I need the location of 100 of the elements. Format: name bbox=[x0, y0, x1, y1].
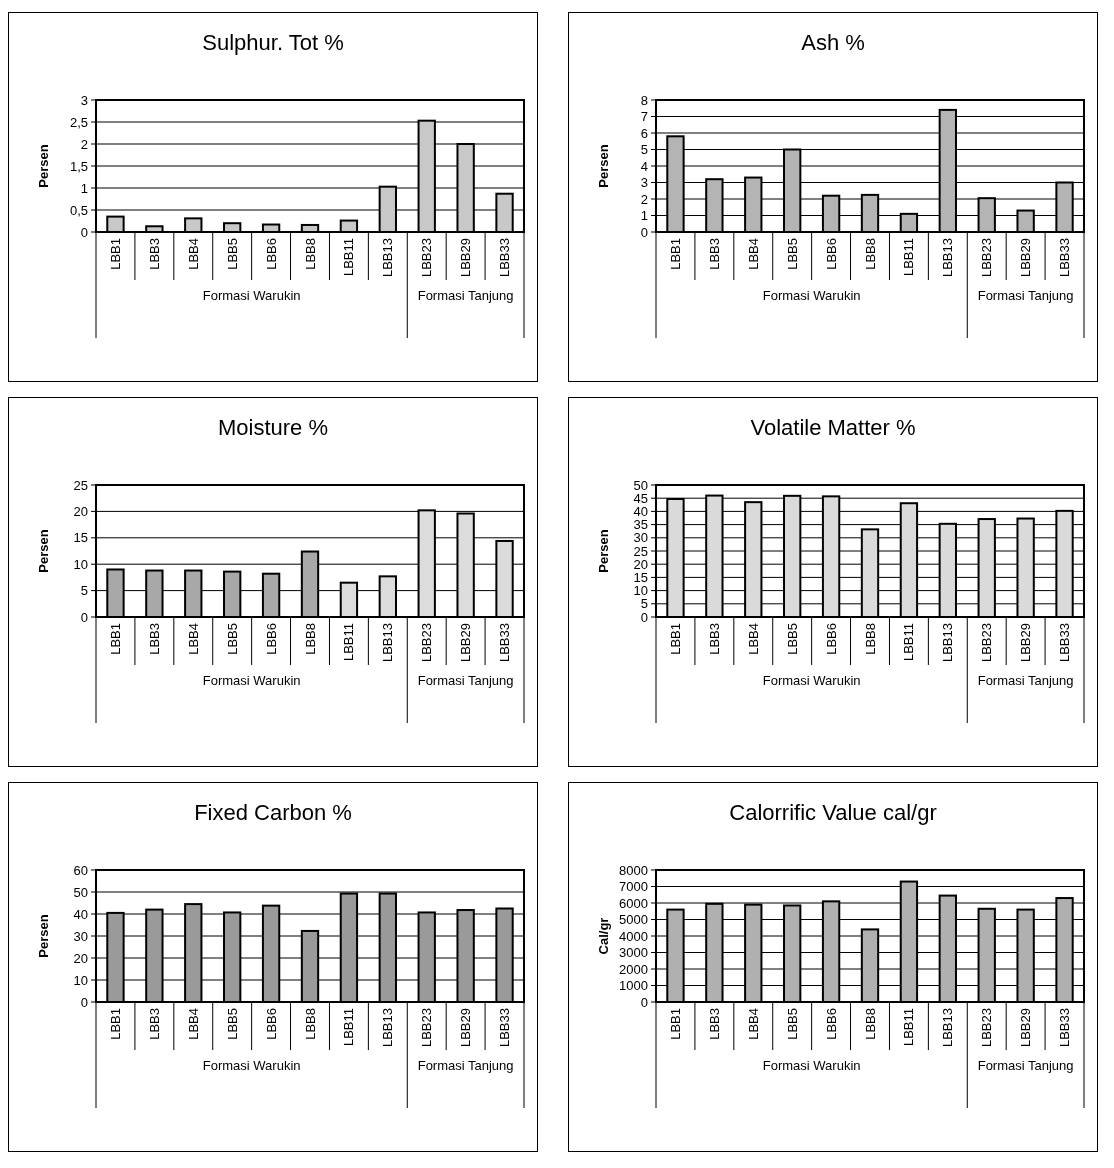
x-tick-label: LBB11 bbox=[901, 623, 917, 662]
y-tick-label: 2,5 bbox=[69, 114, 88, 130]
y-tick-label: 2000 bbox=[619, 961, 648, 977]
text: Formasi Warukin bbox=[202, 673, 301, 688]
x-tick-label: LBB5 bbox=[784, 623, 800, 655]
x-tick-label: LBB8 bbox=[302, 623, 318, 655]
x-tick-label: LBB1 bbox=[108, 238, 123, 270]
x-tick-label: LBB33 bbox=[497, 1008, 513, 1048]
y-tick-label: 1,5 bbox=[69, 158, 88, 174]
x-tick-label: LBB6 bbox=[823, 238, 839, 270]
x-tick-label: LBB4 bbox=[745, 623, 761, 655]
x-tick-label: LBB6 bbox=[823, 1008, 839, 1040]
x-tick-label: LBB6 bbox=[263, 238, 279, 270]
text: Formasi Warukin bbox=[762, 1058, 861, 1073]
y-tick-label: 1 bbox=[640, 208, 648, 224]
x-tick-label: LBB33 bbox=[1057, 623, 1073, 663]
y-tick-label: 0 bbox=[80, 609, 88, 625]
x-tick-label: LBB11 bbox=[901, 238, 917, 277]
x-tick-label: LBB13 bbox=[380, 623, 396, 663]
y-tick-label: 10 bbox=[73, 556, 88, 572]
x-tick-label: LBB23 bbox=[419, 623, 435, 663]
text: Formasi Warukin bbox=[762, 673, 861, 688]
y-tick-label: 3 bbox=[640, 175, 648, 191]
x-tick-label: LBB3 bbox=[706, 238, 722, 270]
x-tick-label: LBB33 bbox=[497, 238, 513, 278]
y-tick-label: 35 bbox=[633, 517, 648, 533]
y-tick-label: 1000 bbox=[619, 978, 648, 994]
x-tick-label: LBB23 bbox=[979, 238, 995, 278]
x-tick-label: LBB23 bbox=[979, 1008, 995, 1048]
x-tick-label: LBB23 bbox=[419, 1008, 435, 1048]
x-tick-label: LBB8 bbox=[862, 238, 878, 270]
y-axis-title: Persen bbox=[36, 914, 51, 958]
y-tick-label: 50 bbox=[73, 884, 88, 900]
x-tick-label: LBB6 bbox=[823, 623, 839, 655]
y-tick-label: 6 bbox=[640, 125, 648, 141]
y-tick-label: 40 bbox=[633, 503, 648, 519]
y-tick-label: 10 bbox=[73, 972, 88, 988]
x-tick-label: LBB23 bbox=[979, 623, 995, 663]
x-tick-label: LBB11 bbox=[341, 1008, 357, 1047]
y-axis-title: Persen bbox=[36, 144, 51, 188]
y-axis-title: Cal/gr bbox=[596, 917, 611, 955]
x-tick-label: LBB13 bbox=[380, 1008, 396, 1048]
x-tick-label: LBB5 bbox=[784, 1008, 800, 1040]
y-tick-label: 15 bbox=[73, 530, 88, 546]
x-tick-label: LBB11 bbox=[341, 623, 357, 662]
x-tick-label: LBB29 bbox=[1018, 623, 1034, 663]
x-tick-label: LBB1 bbox=[108, 1008, 123, 1040]
y-tick-label: 10 bbox=[633, 583, 648, 599]
x-tick-label: LBB1 bbox=[108, 623, 123, 655]
y-tick-label: 5 bbox=[80, 583, 88, 599]
y-tick-label: 50 bbox=[633, 477, 648, 493]
y-tick-label: 4000 bbox=[619, 928, 648, 944]
y-tick-label: 15 bbox=[633, 569, 648, 585]
x-tick-label: LBB8 bbox=[302, 238, 318, 270]
y-tick-label: 20 bbox=[633, 556, 648, 572]
y-tick-label: 5 bbox=[640, 142, 648, 158]
y-axis-title: Persen bbox=[596, 144, 611, 188]
y-tick-label: 1 bbox=[80, 180, 88, 196]
chart-title: Moisture % bbox=[217, 415, 329, 440]
x-tick-label: LBB4 bbox=[185, 238, 201, 270]
x-tick-label: LBB13 bbox=[940, 1008, 956, 1048]
x-tick-label: LBB4 bbox=[745, 238, 761, 270]
y-tick-label: 8 bbox=[640, 92, 648, 108]
y-tick-label: 0,5 bbox=[69, 202, 88, 218]
x-tick-label: LBB3 bbox=[706, 623, 722, 655]
x-tick-label: LBB23 bbox=[419, 238, 435, 278]
y-tick-label: 7 bbox=[640, 109, 648, 125]
x-tick-label: LBB6 bbox=[263, 623, 279, 655]
x-tick-label: LBB3 bbox=[146, 238, 162, 270]
x-tick-label: LBB29 bbox=[458, 623, 474, 663]
x-tick-label: LBB8 bbox=[302, 1008, 318, 1040]
x-tick-label: LBB1 bbox=[668, 623, 683, 655]
text: Formasi Tanjung bbox=[417, 288, 514, 303]
x-tick-label: LBB11 bbox=[901, 1008, 917, 1047]
x-tick-label: LBB5 bbox=[784, 238, 800, 270]
y-tick-label: 0 bbox=[80, 994, 88, 1010]
x-tick-label: LBB8 bbox=[862, 1008, 878, 1040]
y-tick-label: 5000 bbox=[619, 912, 648, 928]
text: Formasi Tanjung bbox=[977, 673, 1074, 688]
chart-title: Calorrific Value cal/gr bbox=[729, 800, 937, 825]
x-tick-label: LBB3 bbox=[706, 1008, 722, 1040]
y-tick-label: 6000 bbox=[619, 895, 648, 911]
y-tick-label: 4 bbox=[640, 158, 648, 174]
y-tick-label: 25 bbox=[633, 543, 648, 559]
y-axis-title: Persen bbox=[596, 529, 611, 573]
x-tick-label: LBB33 bbox=[1057, 1008, 1073, 1048]
chart-title: Ash % bbox=[801, 30, 865, 55]
y-tick-label: 20 bbox=[73, 950, 88, 966]
y-tick-label: 0 bbox=[80, 224, 88, 240]
y-tick-label: 0 bbox=[640, 609, 648, 625]
x-tick-label: LBB29 bbox=[458, 238, 474, 278]
x-tick-label: LBB33 bbox=[497, 623, 513, 663]
x-tick-label: LBB4 bbox=[745, 1008, 761, 1040]
x-tick-label: LBB5 bbox=[224, 623, 240, 655]
chart-title: Fixed Carbon % bbox=[194, 800, 352, 825]
y-tick-label: 20 bbox=[73, 503, 88, 519]
chart-title: Sulphur. Tot % bbox=[202, 30, 344, 55]
x-tick-label: LBB13 bbox=[380, 238, 396, 278]
x-tick-label: LBB1 bbox=[668, 1008, 683, 1040]
y-tick-label: 8000 bbox=[619, 862, 648, 878]
